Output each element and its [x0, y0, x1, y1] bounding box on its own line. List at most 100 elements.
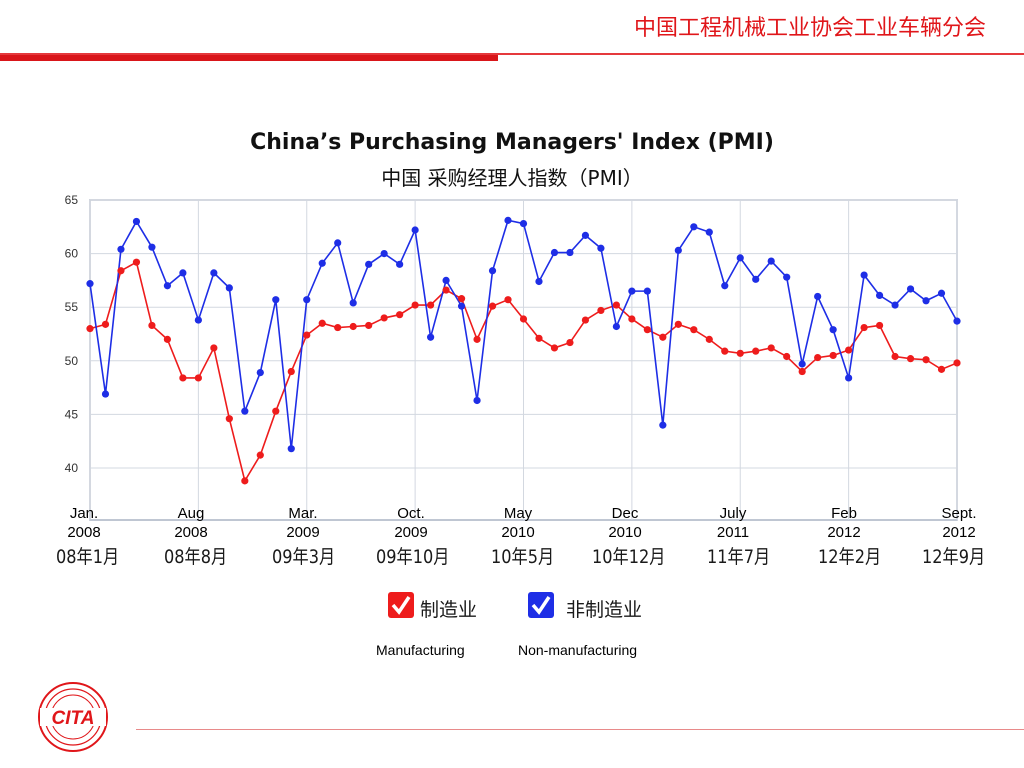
- non-manufacturing-data-point: [504, 216, 512, 224]
- x-tick-label-en: Dec 2010: [608, 505, 642, 541]
- non-manufacturing-data-point: [953, 317, 961, 325]
- manufacturing-data-point: [783, 352, 791, 361]
- manufacturing-data-point: [767, 344, 775, 352]
- non-manufacturing-data-point: [225, 284, 233, 292]
- manufacturing-data-point: [303, 331, 311, 339]
- manufacturing-data-point: [519, 315, 528, 323]
- x-tick-label-en: Feb 2012: [827, 505, 861, 541]
- non-manufacturing-data-point: [690, 223, 698, 231]
- y-tick-label: 45: [65, 407, 79, 421]
- checkmark-icon: [391, 596, 411, 615]
- manufacturing-data-point: [504, 296, 512, 304]
- non-manufacturing-data-point: [318, 259, 326, 267]
- manufacturing-data-point: [906, 355, 915, 363]
- non-manufacturing-data-point: [101, 390, 110, 398]
- manufacturing-data-point: [922, 356, 930, 364]
- manufacturing-data-point: [365, 321, 373, 330]
- non-manufacturing-data-point: [535, 277, 543, 286]
- x-tick-label-cn: 12年9月: [922, 546, 986, 568]
- non-manufacturing-data-point: [473, 396, 481, 405]
- y-tick-label: 40: [65, 461, 79, 475]
- manufacturing-data-point: [581, 316, 590, 324]
- chart-subtitle: 中国 采购经理人指数（PMI）: [381, 166, 643, 190]
- manufacturing-data-point: [148, 321, 156, 330]
- x-tick-label-cn: 08年1月: [56, 546, 120, 568]
- non-manufacturing-data-point: [272, 296, 280, 304]
- manufacturing-data-point: [488, 302, 497, 310]
- x-tick-label-cn: 10年12月: [592, 546, 666, 568]
- non-manufacturing-data-point: [163, 282, 172, 290]
- x-tick-label-en: Aug 2008: [174, 505, 208, 541]
- manufacturing-data-point: [597, 306, 605, 315]
- legend-label-manufacturing-cn: 制造业: [420, 599, 478, 621]
- non-manufacturing-data-point: [210, 269, 218, 277]
- manufacturing-data-point: [272, 407, 280, 415]
- non-manufacturing-data-point: [875, 291, 884, 300]
- non-manufacturing-data-point: [349, 299, 357, 307]
- chart-title: China’s Purchasing Managers' Index (PMI): [250, 130, 774, 155]
- manufacturing-data-point: [860, 323, 868, 332]
- manufacturing-data-point: [101, 320, 110, 328]
- manufacturing-data-point: [612, 301, 620, 309]
- non-manufacturing-data-point: [860, 271, 868, 279]
- manufacturing-data-point: [457, 295, 466, 303]
- manufacturing-data-point: [550, 344, 559, 352]
- manufacturing-data-point: [442, 286, 450, 294]
- x-tick-label-cn: 08年8月: [164, 546, 228, 568]
- y-tick-label: 60: [65, 247, 79, 261]
- non-manufacturing-data-point: [752, 275, 760, 283]
- y-tick-label: 65: [65, 193, 79, 207]
- manufacturing-data-point: [736, 349, 744, 357]
- manufacturing-data-point: [427, 301, 435, 309]
- y-tick-label: 50: [65, 354, 79, 368]
- manufacturing-data-point: [845, 346, 853, 354]
- manufacturing-data-point: [829, 351, 837, 360]
- header-rule-thin: [0, 53, 1024, 55]
- manufacturing-data-point: [179, 374, 187, 382]
- x-tick-label-en: Oct. 2009: [394, 505, 428, 541]
- x-tick-label-cn: 12年2月: [818, 546, 882, 568]
- manufacturing-data-point: [194, 374, 202, 382]
- manufacturing-data-point: [690, 326, 698, 334]
- manufacturing-data-point: [132, 258, 141, 266]
- manufacturing-data-point: [241, 477, 249, 485]
- non-manufacturing-data-point: [411, 226, 419, 234]
- manufacturing-data-point: [396, 311, 404, 319]
- non-manufacturing-data-point: [829, 326, 837, 334]
- non-manufacturing-data-point: [365, 260, 373, 268]
- non-manufacturing-data-point: [906, 285, 915, 293]
- x-tick-label-en: Sept. 2012: [941, 505, 977, 541]
- non-manufacturing-data-point: [442, 276, 450, 284]
- non-manufacturing-data-point: [581, 231, 590, 239]
- x-tick-label-en: Jan. 2008: [67, 505, 101, 541]
- manufacturing-data-point: [86, 325, 94, 333]
- non-manufacturing-data-point: [132, 217, 141, 226]
- manufacturing-data-point: [473, 335, 481, 343]
- x-tick-label-cn: 11年7月: [707, 546, 771, 568]
- x-tick-label-cn: 10年5月: [491, 546, 555, 568]
- non-manufacturing-data-point: [721, 282, 729, 290]
- non-manufacturing-data-point: [674, 246, 682, 254]
- non-manufacturing-data-point: [488, 267, 497, 275]
- non-manufacturing-data-point: [659, 421, 667, 429]
- non-manufacturing-data-point: [396, 260, 404, 268]
- legend-checkbox-manufacturing[interactable]: [388, 592, 414, 618]
- manufacturing-data-point: [628, 315, 636, 323]
- manufacturing-data-point: [117, 267, 125, 275]
- manufacturing-data-point: [380, 314, 388, 322]
- legend-label-non-manufacturing-en: Non-manufacturing: [518, 642, 638, 658]
- manufacturing-data-point: [287, 367, 295, 376]
- manufacturing-data-point: [643, 326, 651, 334]
- non-manufacturing-data-point: [179, 269, 187, 277]
- manufacturing-data-point: [721, 347, 729, 355]
- manufacturing-data-point: [225, 415, 233, 423]
- x-tick-label-cn: 09年10月: [376, 546, 450, 568]
- x-tick-label-cn: 09年3月: [272, 546, 336, 568]
- footer-rule: [136, 729, 1024, 730]
- non-manufacturing-data-point: [937, 289, 946, 297]
- non-manufacturing-data-point: [457, 302, 466, 310]
- non-manufacturing-data-point: [194, 316, 202, 324]
- legend-checkbox-non-manufacturing[interactable]: [528, 592, 554, 618]
- non-manufacturing-data-point: [519, 219, 528, 228]
- manufacturing-data-point: [566, 338, 574, 347]
